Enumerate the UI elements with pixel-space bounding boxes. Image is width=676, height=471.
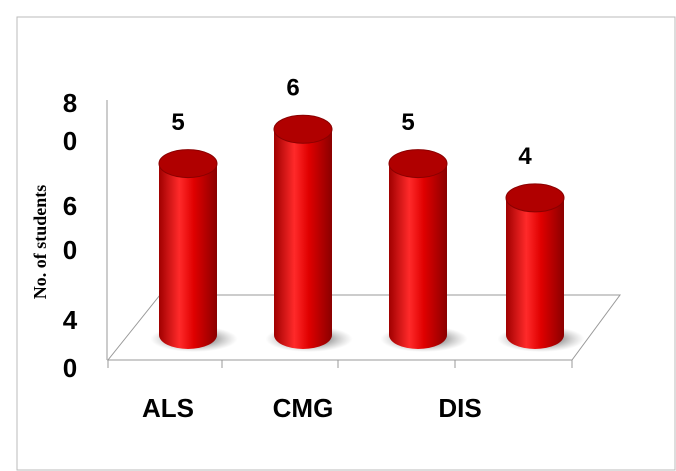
data-label: 5	[401, 109, 414, 136]
bar	[506, 197, 564, 349]
y-tick-label: 4	[63, 305, 78, 335]
y-tick-label: 0	[63, 126, 77, 156]
bar-top	[388, 149, 448, 179]
data-label: 4	[518, 143, 532, 170]
data-label: 6	[286, 75, 299, 102]
chart-border	[16, 16, 676, 471]
y-tick-label: 6	[63, 191, 77, 221]
bar-top	[158, 149, 218, 179]
bar-top	[273, 114, 333, 144]
bar	[274, 129, 332, 349]
data-label: 5	[171, 109, 184, 136]
y-tick-label: 0	[63, 353, 77, 383]
y-axis-label: No. of students	[30, 185, 50, 300]
bar-top	[505, 183, 565, 213]
x-tick-label: ALS	[142, 393, 194, 423]
bar	[389, 163, 447, 349]
y-tick-label: 8	[63, 88, 77, 118]
x-tick-label: CMG	[273, 393, 334, 423]
y-tick-label: 0	[63, 235, 77, 265]
bar	[159, 163, 217, 349]
x-tick-label: DIS	[438, 393, 481, 423]
